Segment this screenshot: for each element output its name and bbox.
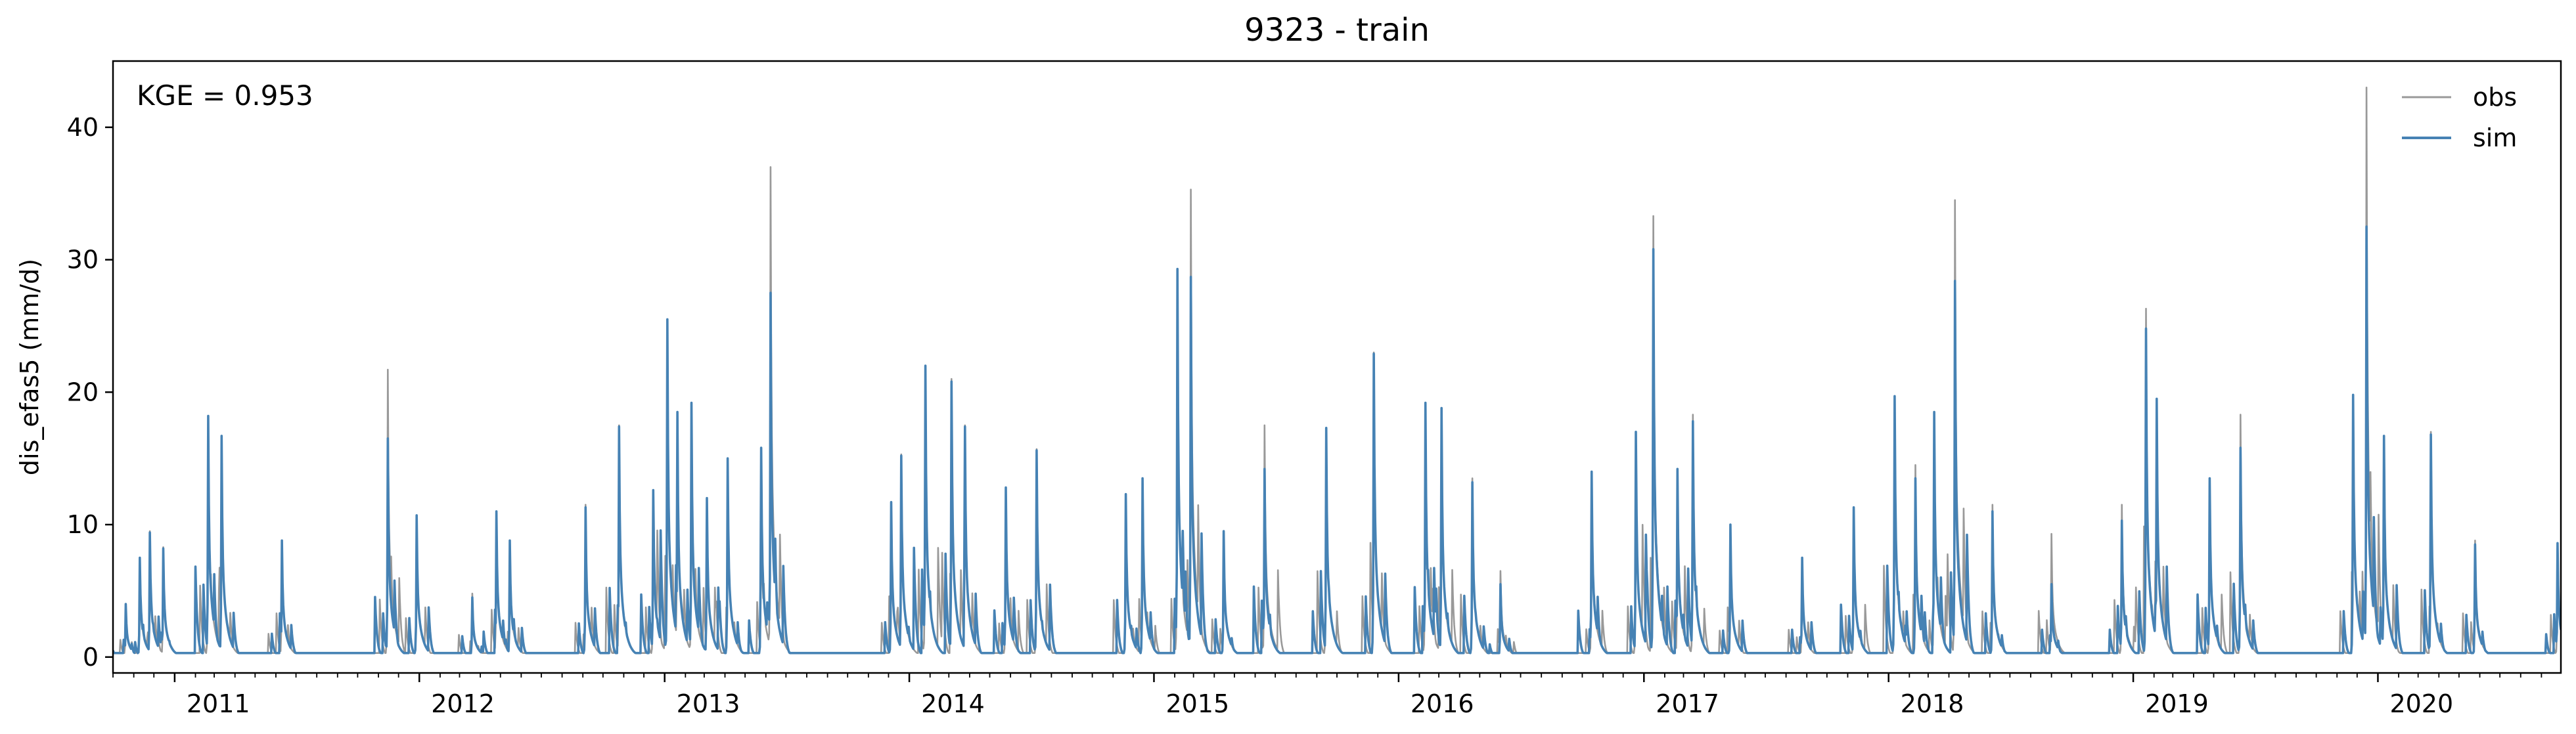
kge-annotation: KGE = 0.953 [137,79,313,112]
x-axis: 2011 2012 2013 2014 2015 2016 2017 2018 2019 2020 [112,673,2542,718]
x-tick-label: 2019 [2145,689,2209,718]
legend-label-obs: obs [2473,83,2517,112]
x-tick-label: 2012 [431,689,495,718]
x-tick-label: 2018 [1901,689,1964,718]
series-line-sim [113,225,2561,655]
x-tick-label: 2014 [921,689,985,718]
x-tick-label: 2016 [1411,689,1474,718]
x-tick-label: 2015 [1165,689,1229,718]
y-axis-label: dis_efas5 (mm/d) [15,259,44,475]
y-tick-label: 10 [67,510,99,539]
y-axis: 0 10 20 30 40 [67,113,113,672]
x-tick-label: 2011 [187,689,250,718]
y-tick-label: 0 [83,643,99,672]
chart-title: 9323 - train [1244,12,1430,49]
x-tick-label: 2020 [2389,689,2453,718]
y-tick-label: 30 [67,246,99,274]
x-tick-label: 2017 [1656,689,1719,718]
series-layer [113,87,2561,655]
legend: obs sim [2402,83,2517,152]
y-tick-label: 40 [67,113,99,142]
y-tick-label: 20 [67,378,99,406]
x-tick-label: 2013 [677,689,740,718]
legend-label-sim: sim [2473,123,2517,152]
